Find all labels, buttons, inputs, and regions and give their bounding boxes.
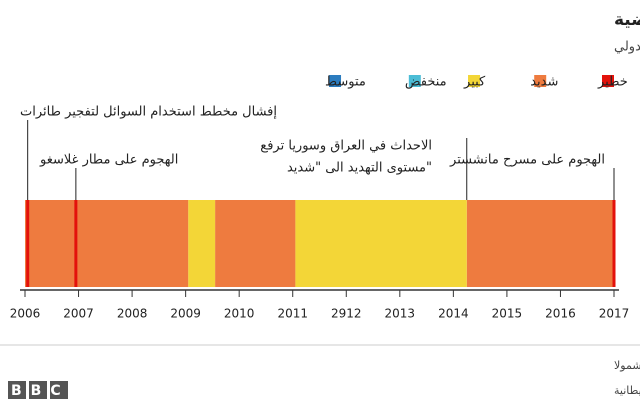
legend-swatch: [408, 75, 421, 87]
x-tick-label: 2009: [170, 307, 201, 321]
legend-swatch: [602, 75, 614, 87]
level-range: [466, 200, 614, 287]
x-tick-label: 2006: [10, 307, 41, 321]
legend-label: منخفض: [405, 75, 447, 90]
x-tick-label: 2912: [331, 307, 362, 321]
level-range: [215, 200, 296, 287]
annotation: إفشال مخطط استخدام السوائل لتفجير طائرات: [20, 105, 277, 120]
annotation: الهجوم على مسرح مانشستر: [449, 153, 605, 168]
annotation: مستوى التهديد الى "شديد": [287, 161, 432, 176]
chart-subtitle: تهديدات الارهاب الدولي: [614, 40, 640, 55]
logo-box: [50, 381, 68, 399]
legend-label: متوسط: [325, 75, 366, 90]
x-tick-label: 2014: [438, 307, 469, 321]
legend-swatch: [534, 75, 547, 87]
legend-swatch: [468, 75, 481, 87]
logo-box: [8, 381, 26, 399]
annotation: الهجوم على مطار غلاسغو: [39, 153, 178, 168]
legend-label: كبير: [463, 75, 486, 90]
legend-swatch: [329, 75, 342, 87]
x-tick-label: 2013: [385, 307, 416, 321]
legend-label: شديد: [530, 75, 558, 90]
x-tick-label: 2017: [599, 307, 630, 321]
x-tick-label: 2016: [545, 307, 576, 321]
annotation: الاحداث في العراق وسوريا ترفع: [260, 139, 432, 154]
level-range: [295, 200, 467, 287]
level-range: [25, 200, 189, 287]
logo-box: [29, 381, 47, 399]
x-tick-label: 2010: [224, 307, 255, 321]
x-tick-label: 2011: [277, 307, 308, 321]
note: مستوى التهديد المتأتي من الارهاب المتعلق…: [614, 357, 640, 373]
source: المصدر: المخابرات الداخلية البريطانية: [614, 384, 640, 397]
x-tick-label: 2015: [492, 307, 523, 321]
logo: BBC: [11, 383, 70, 399]
x-tick-label: 2008: [117, 307, 148, 321]
chart-title: مستوى التهديد في بريطانيا خلال السنوات ا…: [614, 10, 640, 30]
x-tick-label: 2007: [63, 307, 94, 321]
level-range: [188, 200, 216, 287]
legend-label: خطير: [597, 75, 628, 90]
